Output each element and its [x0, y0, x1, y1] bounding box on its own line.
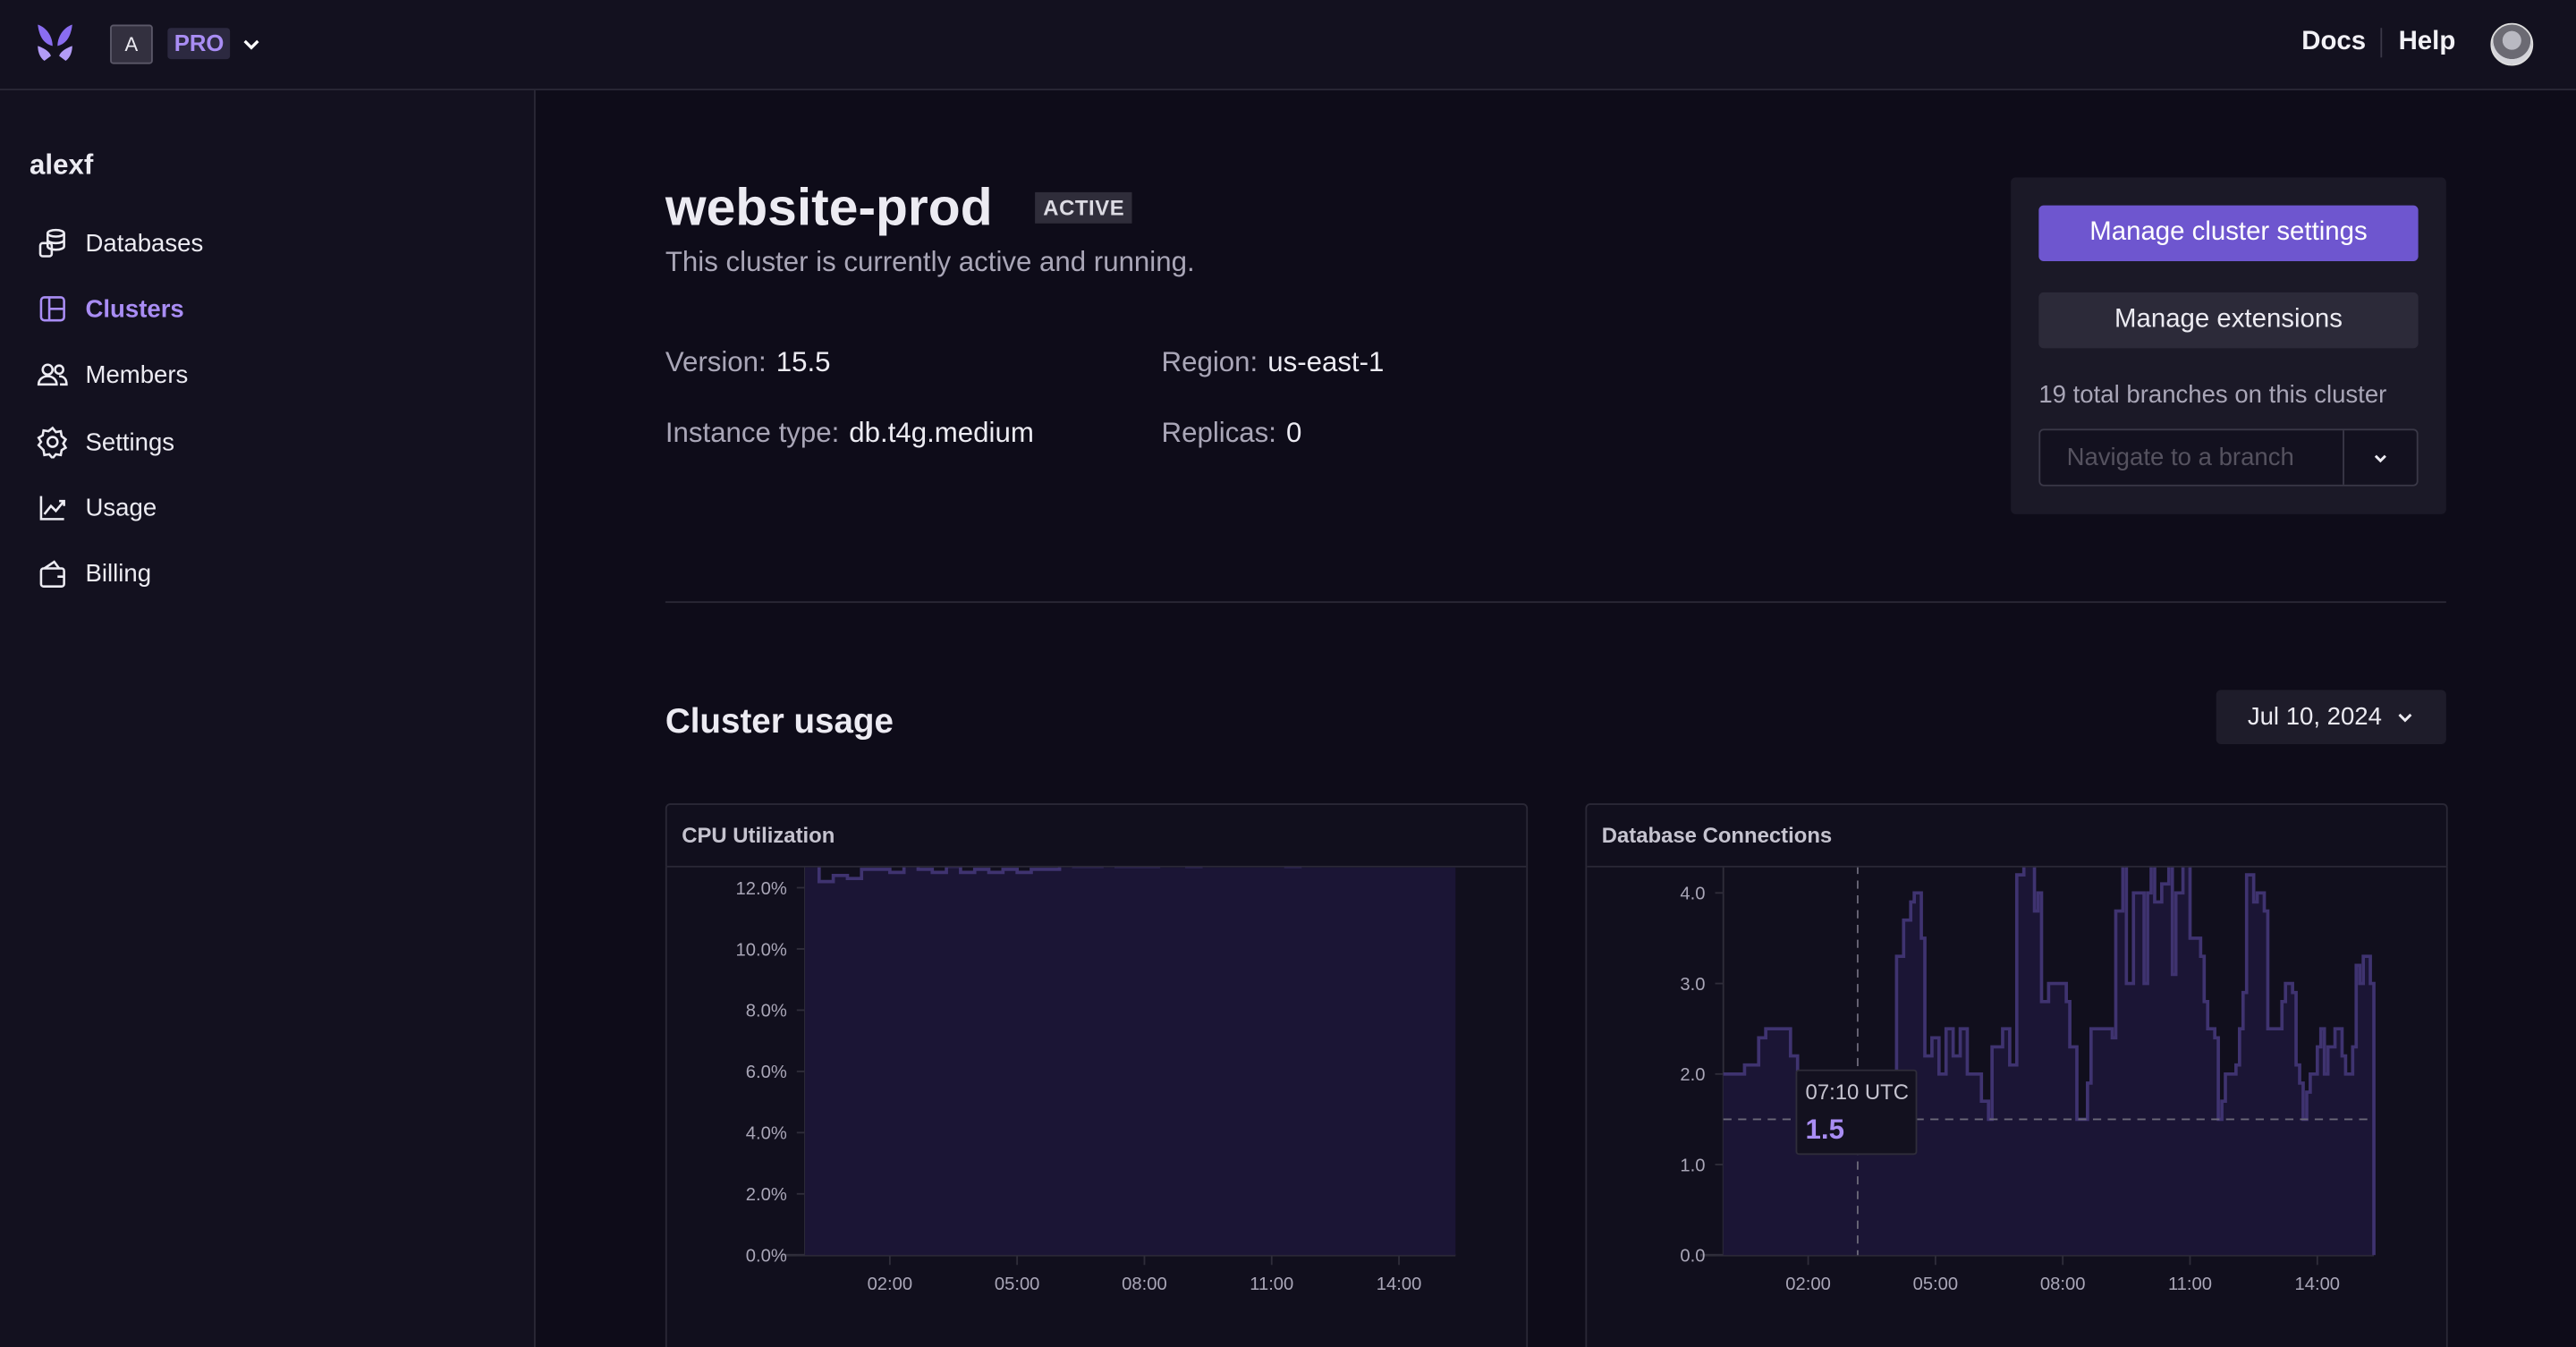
y-tick-label: 0.0 [1680, 1247, 1705, 1267]
x-tick-label: 02:00 [1785, 1275, 1831, 1294]
version-label: Version: [665, 346, 767, 378]
chart-line-icon [39, 496, 65, 521]
x-tick-label: 08:00 [1122, 1275, 1167, 1294]
chart-title: CPU Utilization [666, 805, 1527, 868]
branch-search-input[interactable] [2040, 430, 2369, 485]
y-tick-label: 6.0% [746, 1063, 787, 1082]
tooltip-time: 07:10 UTC [1805, 1079, 1910, 1105]
top-bar: A PRO Docs Help [0, 0, 2576, 91]
status-badge: ACTIVE [1035, 191, 1133, 224]
users-icon [37, 363, 68, 386]
usage-title: Cluster usage [665, 703, 894, 741]
region-label: Region: [1161, 346, 1258, 378]
instance-label: Instance type: [665, 417, 840, 449]
cluster-icon [39, 296, 65, 322]
series-area [804, 867, 1456, 1256]
sidebar-item-members[interactable]: Members [36, 355, 496, 394]
chart-tooltip: 07:10 UTC 1.5 [1795, 1069, 1918, 1156]
cluster-name: website-prod [665, 177, 993, 237]
branch-dropdown-button[interactable] [2343, 430, 2417, 485]
database-icon [38, 228, 65, 258]
sidebar-user: alexf [30, 149, 94, 182]
sidebar-item-label: Clusters [85, 294, 184, 323]
wallet-icon [39, 560, 65, 588]
y-tick-label: 4.0 [1680, 885, 1705, 904]
series-area [1723, 867, 2375, 1256]
sidebar-item-clusters[interactable]: Clusters [36, 289, 496, 328]
cpu-chart[interactable]: 0.0% 2.0% 4.0% 6.0% 8.0% 10.0% 12.0% 02:00 05:00… [667, 867, 1527, 1347]
y-tick-label: 10.0% [736, 940, 787, 960]
docs-link[interactable]: Docs [2301, 28, 2367, 56]
x-tick-label: 08:00 [2040, 1275, 2086, 1294]
sidebar-item-label: Databases [85, 229, 204, 258]
region-field: Region: us-east-1 [1162, 347, 1385, 380]
x-tick-label: 14:00 [1377, 1275, 1422, 1294]
sidebar-item-databases[interactable]: Databases [36, 224, 496, 263]
connections-chart-card: Database Connections 0.0 1.0 2.0 3.0 4.0 02:0… [1585, 803, 2448, 1347]
x-tick-label: 14:00 [2295, 1275, 2341, 1294]
x-tick-label: 11:00 [1250, 1275, 1293, 1294]
chart-title: Database Connections [1587, 805, 2446, 868]
y-tick-label: 1.0 [1680, 1156, 1705, 1175]
y-tick-label: 2.0% [746, 1185, 787, 1205]
y-tick-label: 8.0% [746, 1002, 787, 1021]
butterfly-logo-icon[interactable] [35, 23, 76, 63]
replicas-value: 0 [1285, 417, 1302, 449]
account-avatar[interactable]: A [110, 24, 153, 64]
x-tick-label: 05:00 [1913, 1275, 1959, 1294]
y-tick-label: 2.0 [1680, 1065, 1705, 1085]
x-tick-label: 05:00 [995, 1275, 1040, 1294]
y-tick-label: 4.0% [746, 1124, 787, 1144]
divider [2380, 28, 2383, 58]
connections-chart[interactable]: 0.0 1.0 2.0 3.0 4.0 02:00 05:00 08:00 11:00 14:00 [1587, 867, 2446, 1347]
date-picker[interactable]: Jul 10, 2024 [2216, 690, 2446, 745]
sidebar [0, 90, 536, 1347]
chevron-down-icon [2374, 453, 2386, 462]
x-tick-label: 11:00 [2168, 1275, 2212, 1294]
cluster-actions-panel: Manage cluster settings Manage extension… [2011, 177, 2446, 514]
sidebar-item-label: Settings [85, 428, 175, 456]
sidebar-item-label: Members [85, 360, 189, 389]
sidebar-item-label: Billing [85, 559, 152, 588]
region-value: us-east-1 [1267, 346, 1385, 378]
y-tick-label: 12.0% [736, 879, 787, 899]
section-divider [665, 601, 2446, 604]
manage-cluster-settings-button[interactable]: Manage cluster settings [2038, 205, 2419, 262]
instance-field: Instance type: db.t4g.medium [665, 418, 1034, 451]
plan-badge: PRO [167, 28, 231, 60]
chevron-down-icon [2398, 713, 2412, 722]
replicas-field: Replicas: 0 [1162, 418, 1302, 451]
branch-select[interactable] [2038, 428, 2419, 487]
help-link[interactable]: Help [2398, 28, 2456, 56]
y-tick-label: 0.0% [746, 1247, 787, 1267]
branch-count-text: 19 total branches on this cluster [2038, 381, 2387, 410]
sidebar-item-label: Usage [85, 493, 157, 522]
version-value: 15.5 [775, 346, 831, 378]
cpu-chart-card: CPU Utilization 0.0% 2.0% 4.0% 6.0% 8.0% 10.0… [665, 803, 1529, 1347]
version-field: Version: 15.5 [665, 347, 831, 380]
date-value: Jul 10, 2024 [2247, 703, 2382, 732]
y-tick-label: 3.0 [1680, 975, 1705, 995]
tooltip-value: 1.5 [1805, 1114, 1844, 1146]
sidebar-item-settings[interactable]: Settings [36, 422, 496, 462]
cluster-description: This cluster is currently active and run… [665, 246, 1195, 278]
replicas-label: Replicas: [1161, 417, 1276, 449]
sidebar-item-usage[interactable]: Usage [36, 487, 496, 527]
instance-value: db.t4g.medium [849, 417, 1034, 449]
manage-extensions-button[interactable]: Manage extensions [2038, 292, 2419, 349]
user-avatar[interactable] [2490, 22, 2534, 66]
chevron-down-icon[interactable] [242, 35, 261, 55]
x-tick-label: 02:00 [868, 1275, 913, 1294]
sidebar-item-billing[interactable]: Billing [36, 554, 496, 593]
gear-icon [37, 426, 68, 459]
